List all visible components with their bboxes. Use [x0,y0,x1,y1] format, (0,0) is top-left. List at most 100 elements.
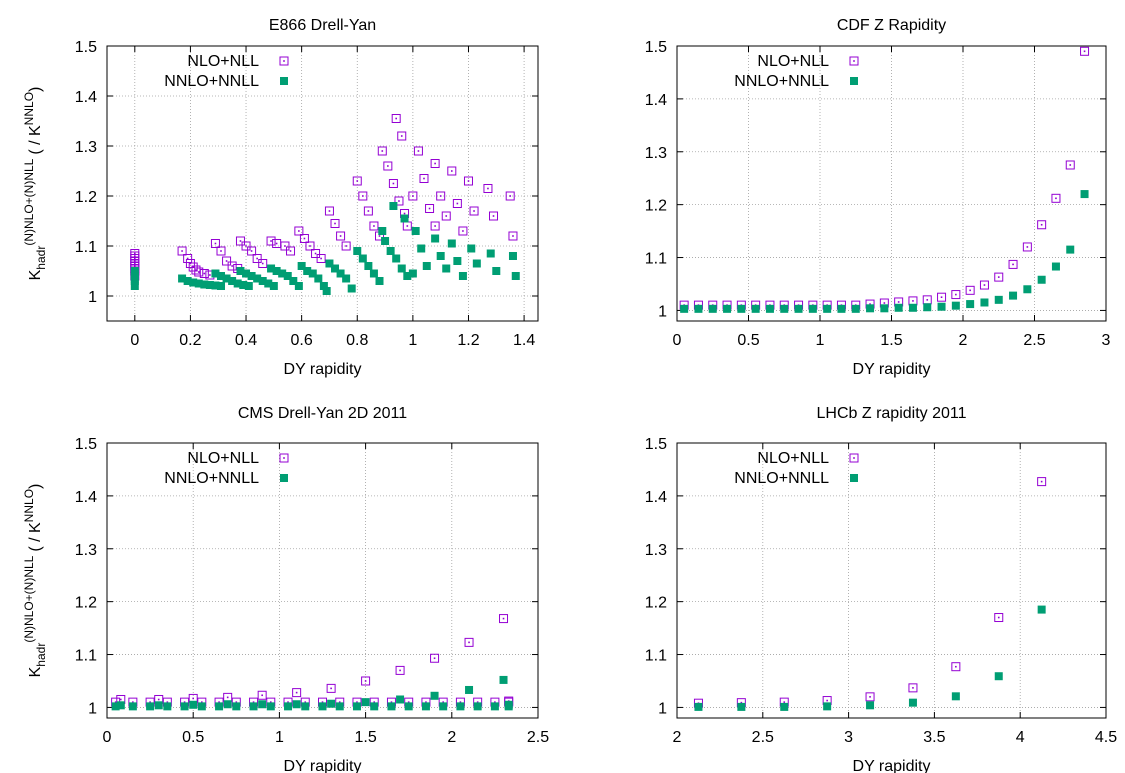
data-point-nnlo-nnll [180,702,189,711]
data-point-nlo-nll-dot [412,195,414,197]
data-point-nlo-nll-dot [320,257,322,260]
data-point-nlo-nll-dot [476,701,479,703]
data-point-nlo-nll-dot [783,701,786,703]
data-point-nlo-nll-dot [309,245,311,247]
data-point-nnlo-nnll [694,702,703,711]
legend-label-nlo-nll: NLO+NLL [757,53,829,70]
data-point-nlo-nll-dot [275,242,278,245]
data-point-nnlo-nnll [1023,285,1032,294]
data-point-nlo-nll [177,246,187,256]
x-tick-label: 1 [275,729,284,746]
data-point-nlo-nll-dot [1040,480,1043,483]
data-point-nlo-nll [257,690,267,700]
data-point-nlo-nll-dot [434,162,436,165]
x-tick-label: 0.2 [179,332,201,349]
data-point-nnlo-nnll [223,700,232,709]
data-point-nnlo-nnll [267,264,276,273]
data-point-nnlo-nnll [851,304,860,313]
data-point-nlo-nll-dot [186,257,189,260]
data-point-nlo-nll [951,662,961,672]
plot-frame [106,442,539,719]
data-point-nnlo-nnll [266,702,275,711]
data-point-nnlo-nnll [894,303,903,312]
data-point-nlo-nll [266,236,276,246]
data-point-nnlo-nnll [130,267,139,275]
data-point-nlo-nll [865,692,875,702]
data-point-nnlo-nnll [386,247,395,255]
data-point-nlo-nll-dot [245,245,247,247]
data-point-nnlo-nnll [283,272,292,280]
data-point-nnlo-nnll [308,269,317,278]
data-point-nlo-nll [294,226,304,236]
y-axis-label-part: K [27,666,44,677]
y-axis-label-part: ( / K [27,522,44,552]
data-point-nnlo-nnll [194,279,203,288]
data-point-nlo-nll-dot [969,289,971,292]
data-point-nlo-nll-dot [192,697,194,700]
data-point-nlo-nll-dot [869,696,871,698]
data-point-nlo-nll [413,146,423,156]
y-tick-label: 1.5 [645,39,667,56]
data-point-nnlo-nnll [378,227,387,235]
y-axis-label-part: NNLO [22,92,36,125]
data-point-nnlo-nnll [1037,275,1046,284]
data-point-nlo-nll [216,246,226,256]
data-point-nlo-nll-dot [134,252,136,255]
data-point-nlo-nll [994,272,1004,282]
data-point-nlo-nll-dot [226,696,229,699]
data-point-nnlo-nnll [396,695,405,704]
data-point-nlo-nll-dot [289,250,292,252]
data-point-nlo-nll-dot [940,296,943,299]
data-point-nlo-nll [458,226,468,236]
data-point-nlo-nll [394,196,404,206]
data-point-nnlo-nnll [327,699,336,708]
data-point-nlo-nll-dot [390,701,393,703]
data-point-nnlo-nnll [465,685,474,694]
data-point-nnlo-nnll [353,247,362,255]
data-point-nnlo-nnll [823,304,832,313]
data-point-nlo-nll [483,184,493,193]
data-point-nnlo-nnll [780,304,789,313]
data-point-nlo-nll-dot [235,701,238,703]
data-point-nnlo-nnll [431,234,440,243]
data-point-nlo-nll [194,267,204,277]
data-point-nnlo-nnll [222,274,231,283]
chart-panel-3: CMS Drell-Yan 2D 2011 0 0.5 1 1.5 2 2.5 1 1.1 1.2… [22,405,549,773]
data-point-nnlo-nnll [352,702,361,711]
data-point-nlo-nll-dot [239,240,242,242]
data-point-nlo-nll-dot [119,698,122,701]
data-point-nlo-nll-dot [339,235,342,237]
data-point-nlo-nll-dot [269,701,272,703]
data-point-nlo-nll-dot [114,701,117,703]
data-point-nnlo-nnll [486,249,495,258]
legend-marker-open-square [849,453,859,463]
data-point-nlo-nll [397,131,407,141]
data-point-nlo-nll [222,256,232,266]
x-tick-label: 3 [1102,332,1111,349]
data-point-nlo-nll [951,290,961,300]
data-point-nlo-nll-dot [378,235,381,237]
legend-marker-open-square [279,56,289,66]
data-point-nnlo-nnll [951,692,960,701]
data-point-nnlo-nnll [442,264,451,273]
data-point-nlo-nll [937,292,947,302]
data-point-nlo-nll-dot [356,701,358,703]
data-point-nnlo-nnll [751,304,760,313]
data-point-nlo-nll [241,241,251,251]
data-point-nnlo-nnll [146,702,155,711]
chart-title: CMS Drell-Yan 2D 2011 [238,405,407,422]
data-point-nlo-nll [235,236,245,246]
data-point-nlo-nll-dot [1083,50,1086,53]
data-point-nnlo-nnll [723,304,732,313]
data-point-nnlo-nnll [923,303,932,312]
x-axis-label: DY rapidity [284,361,362,378]
data-point-nnlo-nnll [264,279,273,288]
data-point-nlo-nll-dot [1055,197,1057,200]
x-tick-label: 0.6 [291,332,313,349]
data-point-nlo-nll-dot [826,699,828,702]
data-point-nlo-nll [908,683,918,693]
y-tick-label: 1.3 [645,145,667,162]
data-point-nlo-nll-dot [330,687,332,690]
data-point-nlo-nll-dot [467,180,470,182]
